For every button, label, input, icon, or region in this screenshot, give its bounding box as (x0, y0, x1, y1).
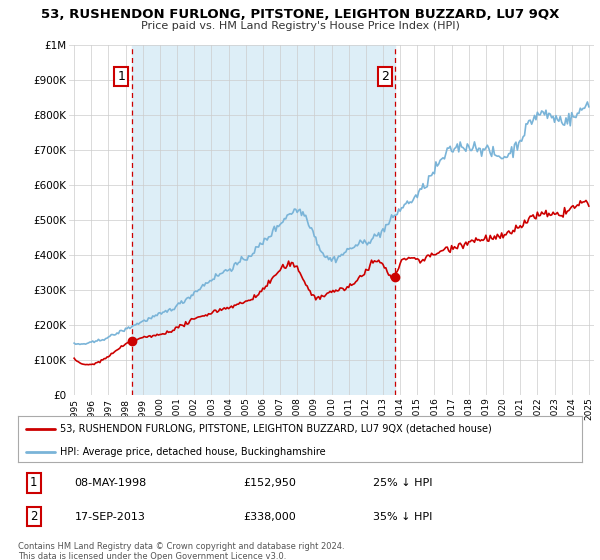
Text: £338,000: £338,000 (244, 512, 296, 521)
Text: 53, RUSHENDON FURLONG, PITSTONE, LEIGHTON BUZZARD, LU7 9QX (detached house): 53, RUSHENDON FURLONG, PITSTONE, LEIGHTO… (60, 424, 492, 434)
Text: £152,950: £152,950 (244, 478, 296, 488)
Text: 35% ↓ HPI: 35% ↓ HPI (373, 512, 433, 521)
Text: Price paid vs. HM Land Registry's House Price Index (HPI): Price paid vs. HM Land Registry's House … (140, 21, 460, 31)
Text: 25% ↓ HPI: 25% ↓ HPI (373, 478, 433, 488)
Text: 1: 1 (30, 477, 38, 489)
Text: 08-MAY-1998: 08-MAY-1998 (74, 478, 146, 488)
Text: 17-SEP-2013: 17-SEP-2013 (74, 512, 145, 521)
Text: 1: 1 (118, 70, 125, 83)
Bar (131, 45, 395, 395)
Text: 53, RUSHENDON FURLONG, PITSTONE, LEIGHTON BUZZARD, LU7 9QX: 53, RUSHENDON FURLONG, PITSTONE, LEIGHTO… (41, 8, 559, 21)
Text: HPI: Average price, detached house, Buckinghamshire: HPI: Average price, detached house, Buck… (60, 447, 326, 457)
Text: 2: 2 (30, 510, 38, 523)
Text: Contains HM Land Registry data © Crown copyright and database right 2024.
This d: Contains HM Land Registry data © Crown c… (18, 542, 344, 560)
Text: 2: 2 (381, 70, 389, 83)
